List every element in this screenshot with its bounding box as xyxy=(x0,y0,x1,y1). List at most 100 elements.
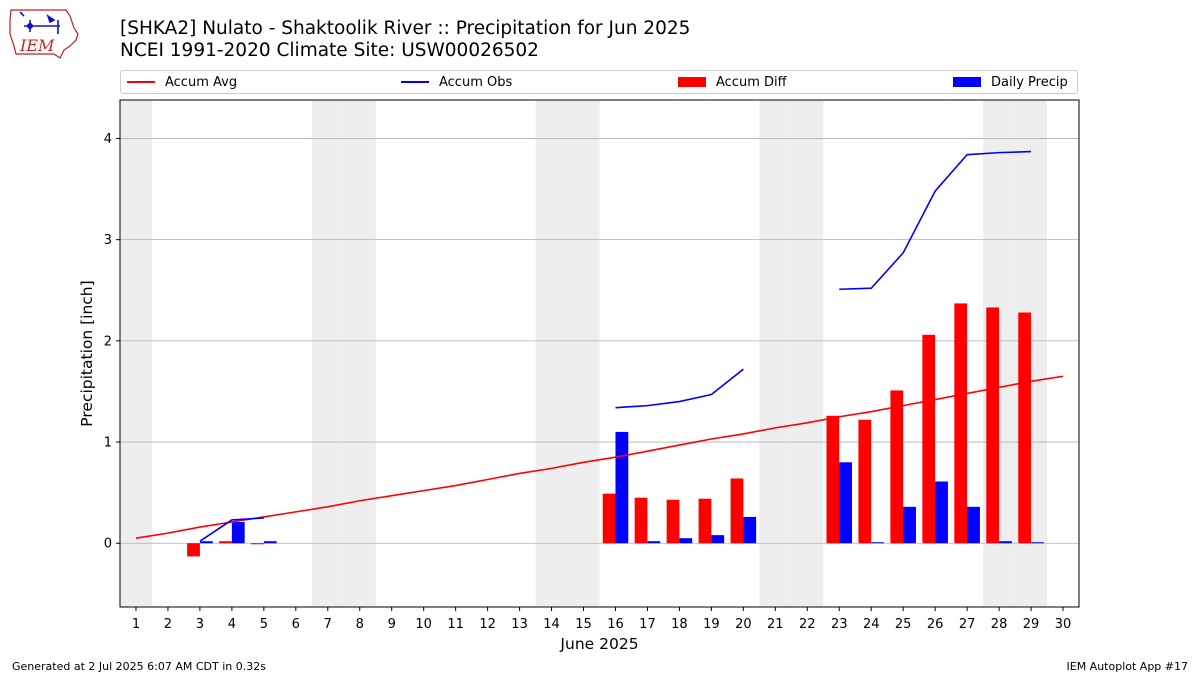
x-tick-label-20: 20 xyxy=(735,617,752,632)
x-tick-label-30: 30 xyxy=(1055,617,1072,632)
accum-diff-bar-day-29 xyxy=(1018,312,1032,544)
iem-logo: IEM xyxy=(9,9,79,59)
accum-diff-bar-day-25 xyxy=(890,390,904,544)
accum-obs-line-segment-3 xyxy=(839,150,1032,291)
x-tick-label-11: 11 xyxy=(447,617,464,632)
accum-diff-bar-day-28 xyxy=(986,307,1000,544)
weekend-shade-day-8 xyxy=(343,100,376,607)
iowa-state-outline xyxy=(9,9,79,59)
x-tick-label-3: 3 xyxy=(196,617,204,632)
x-tick-label-8: 8 xyxy=(356,617,364,632)
accum-diff-bar-day-17 xyxy=(634,497,648,544)
accum-diff-bar-day-4 xyxy=(219,541,232,544)
weekend-shade-day-21 xyxy=(759,100,792,607)
x-tick-label-16: 16 xyxy=(607,617,624,632)
x-tick-label-26: 26 xyxy=(927,617,944,632)
accum-diff-bar-day-18 xyxy=(666,499,680,544)
accum-obs-line-segment-2 xyxy=(615,368,744,409)
lines xyxy=(135,150,1064,542)
daily-precip-bar-day-18 xyxy=(679,538,693,544)
x-tick-label-6: 6 xyxy=(292,617,300,632)
x-tick-label-13: 13 xyxy=(511,617,528,632)
daily-precip-bar-day-24 xyxy=(871,542,885,544)
x-tick-label-17: 17 xyxy=(639,617,656,632)
accum-diff-bar-day-3 xyxy=(187,543,200,557)
legend-swatch-accum-obs xyxy=(401,80,429,83)
chart-subtitle: NCEI 1991-2020 Climate Site: USW00026502 xyxy=(120,40,539,61)
accum-obs-line-segment-1 xyxy=(199,517,264,542)
legend-swatch-accum-diff xyxy=(678,76,706,87)
x-tick-label-28: 28 xyxy=(991,617,1008,632)
x-tick-label-18: 18 xyxy=(671,617,688,632)
logo-text: IEM xyxy=(19,36,55,55)
legend-entry-accum-avg: Accum Avg xyxy=(127,73,237,93)
daily-precip-bar-day-28 xyxy=(999,541,1012,544)
weekend-shade-day-29 xyxy=(1015,100,1048,607)
y-axis-label: Precipitation [inch] xyxy=(78,280,96,426)
legend-swatch-daily-precip xyxy=(953,76,981,87)
legend-entry-accum-obs: Accum Obs xyxy=(401,73,512,93)
y-axis-ticks: 0 1 2 3 4 xyxy=(104,132,120,552)
x-tick-label-19: 19 xyxy=(703,617,720,632)
daily-precip-bar-day-20 xyxy=(743,516,757,544)
y-tick-label-2: 2 xyxy=(104,334,112,349)
daily-precip-bar-day-5 xyxy=(263,541,277,544)
x-tick-label-9: 9 xyxy=(388,617,396,632)
daily-precip-bar-day-3 xyxy=(199,541,213,544)
x-axis-label: June 2025 xyxy=(559,635,638,653)
weekend-shade-day-14 xyxy=(535,100,568,607)
accum-diff-bar-day-23 xyxy=(826,415,840,544)
accum-diff-bar-day-27 xyxy=(954,303,968,544)
accum-diff-bar-day-24 xyxy=(858,419,872,544)
x-tick-label-2: 2 xyxy=(164,617,172,632)
x-tick-label-14: 14 xyxy=(543,617,560,632)
x-tick-label-22: 22 xyxy=(799,617,816,632)
x-tick-label-24: 24 xyxy=(863,617,880,632)
x-tick-label-27: 27 xyxy=(959,617,976,632)
x-axis-ticks: 1 2 3 4 5 6 7 8 9 10 11 12 13 14 15 16 17 18 19 20 21 22 23 24 2… xyxy=(132,607,1071,632)
bars xyxy=(187,303,1044,557)
x-tick-label-21: 21 xyxy=(767,617,784,632)
accum-diff-bar-day-16 xyxy=(602,493,616,544)
x-tick-label-5: 5 xyxy=(260,617,268,632)
x-tick-label-29: 29 xyxy=(1023,617,1040,632)
x-tick-label-12: 12 xyxy=(479,617,496,632)
app-credit: IEM Autoplot App #17 xyxy=(1066,660,1189,673)
weekend-shade-day-7 xyxy=(311,100,344,607)
accum-diff-bar-day-26 xyxy=(922,334,936,544)
weekend-shade-day-15 xyxy=(567,100,600,607)
y-gridlines xyxy=(120,138,1079,544)
chart-title: [SHKA2] Nulato - Shaktoolik River :: Pre… xyxy=(120,18,691,39)
x-tick-label-4: 4 xyxy=(228,617,236,632)
y-tick-label-4: 4 xyxy=(104,132,112,147)
plot-frame xyxy=(119,99,1080,608)
legend-entry-daily-precip: Daily Precip xyxy=(953,73,1068,93)
x-tick-label-15: 15 xyxy=(575,617,592,632)
y-tick-label-0: 0 xyxy=(104,537,112,552)
accum-diff-bar-day-5 xyxy=(251,543,264,545)
daily-precip-bar-day-26 xyxy=(935,481,948,544)
x-tick-label-25: 25 xyxy=(895,617,912,632)
x-tick-label-1: 1 xyxy=(132,617,140,632)
daily-precip-bar-day-27 xyxy=(967,506,980,544)
y-tick-label-1: 1 xyxy=(104,436,112,451)
weekend-shade-day-1 xyxy=(120,100,152,607)
x-tick-label-10: 10 xyxy=(415,617,432,632)
legend-label-accum-diff: Accum Diff xyxy=(716,75,787,90)
accum-diff-bar-day-19 xyxy=(698,498,712,544)
y-tick-label-3: 3 xyxy=(104,233,112,248)
daily-precip-bar-day-25 xyxy=(903,506,916,544)
daily-precip-bar-day-29 xyxy=(1031,542,1044,544)
weather-station-icon xyxy=(19,11,60,34)
legend-entry-accum-diff: Accum Diff xyxy=(678,73,787,93)
daily-precip-bar-day-16 xyxy=(615,431,629,544)
weekend-shade-day-28 xyxy=(983,100,1016,607)
weekend-shade-day-22 xyxy=(791,100,824,607)
accum-avg-line xyxy=(135,375,1064,539)
legend-label-daily-precip: Daily Precip xyxy=(991,75,1068,90)
x-tick-label-7: 7 xyxy=(324,617,332,632)
legend-swatch-accum-avg xyxy=(127,80,155,83)
legend-label-accum-obs: Accum Obs xyxy=(439,75,513,90)
weekend-shading xyxy=(120,100,1048,607)
